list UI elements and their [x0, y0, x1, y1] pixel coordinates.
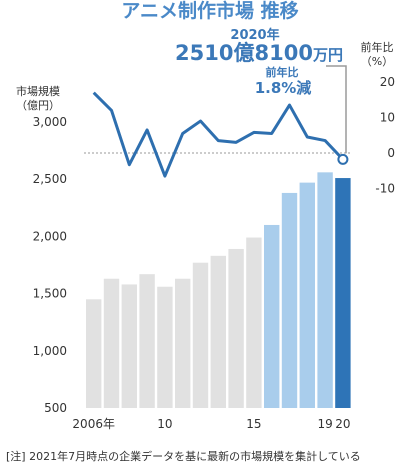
- x-tick-label: 10: [157, 417, 172, 431]
- x-tick-label: 15: [246, 417, 261, 431]
- annotation-change-label: 前年比: [266, 65, 299, 79]
- bar-2015: [246, 237, 262, 408]
- x-tick-label: 19: [317, 417, 332, 431]
- right-tick-label: 20: [380, 75, 395, 89]
- left-tick-label: 2,000: [33, 229, 67, 243]
- left-tick-label: 2,500: [33, 172, 67, 186]
- right-axis-label-line2: （%）: [361, 55, 393, 68]
- right-axis-ticks: 20 10 0 -10: [375, 75, 395, 196]
- right-axis-label-line1: 前年比: [361, 40, 394, 54]
- left-tick-label: 1,500: [33, 287, 67, 301]
- bar-2016: [264, 224, 280, 408]
- left-tick-label: 500: [44, 401, 67, 415]
- right-tick-label: 10: [380, 111, 395, 125]
- bar-2017: [281, 192, 298, 408]
- annotation-change-value: 1.8%減: [255, 79, 312, 97]
- bar-2008: [121, 284, 137, 408]
- left-tick-label: 3,000: [33, 115, 67, 129]
- point-2020: [337, 153, 349, 165]
- bar-2018: [299, 182, 315, 408]
- bar-2006: [86, 299, 102, 408]
- x-tick-label: 2006年: [72, 417, 115, 431]
- change-line: [92, 91, 344, 178]
- left-tick-label: 1,000: [33, 344, 67, 358]
- right-tick-label: -10: [375, 182, 395, 196]
- bar-2009: [139, 274, 155, 408]
- bar-2007: [103, 278, 120, 408]
- right-tick-label: 0: [387, 146, 395, 160]
- annotation-value-unit: 万円: [312, 46, 343, 64]
- x-axis-ticks: 2006年 10 15 19 20: [72, 417, 350, 431]
- left-axis-ticks: 3,000 2,500 2,000 1,500 1,000 500: [33, 115, 67, 415]
- callout-leader-line: [326, 65, 347, 154]
- annotation-value-main: 2510億8100: [175, 41, 313, 65]
- bar-2014: [228, 248, 244, 408]
- annotation-year: 2020年: [230, 27, 279, 43]
- bar-2020: [335, 178, 351, 408]
- bar-2010: [157, 286, 173, 408]
- bar-series: [86, 172, 351, 408]
- bar-2013: [210, 255, 226, 408]
- change-line-series: [92, 91, 349, 178]
- left-axis-label-line2: （億円）: [16, 99, 60, 112]
- bar-2011: [175, 278, 191, 408]
- chart-title: アニメ制作市場 推移: [121, 0, 298, 22]
- annotation-value: 2510億8100万円: [175, 41, 343, 65]
- x-tick-label: 20: [335, 417, 350, 431]
- left-axis-label-line1: 市場規模: [16, 84, 60, 98]
- footnote: [注] 2021年7月時点の企業データを基に最新の市場規模を集計している: [6, 449, 361, 463]
- bar-2019: [317, 172, 333, 408]
- bar-2012: [192, 262, 209, 408]
